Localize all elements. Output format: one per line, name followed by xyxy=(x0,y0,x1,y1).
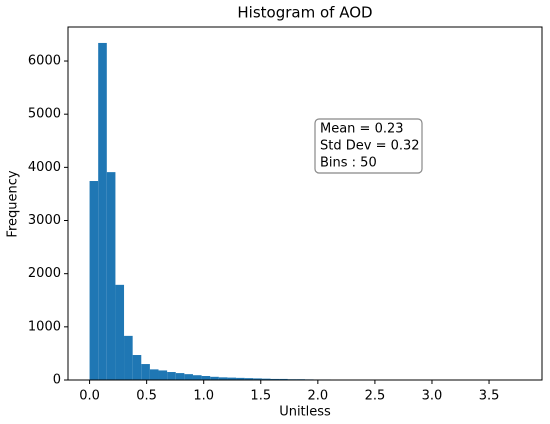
bar xyxy=(201,376,211,380)
y-tick-label: 5000 xyxy=(28,107,61,122)
x-axis-label: Unitless xyxy=(279,405,331,420)
bar xyxy=(244,378,254,380)
y-axis-label: Frequency xyxy=(6,170,21,237)
y-tick-label: 1000 xyxy=(28,319,61,334)
y-tick-label: 6000 xyxy=(28,54,61,69)
x-tick-label: 3.5 xyxy=(479,389,500,404)
bar xyxy=(253,378,262,380)
x-tick-label: 1.0 xyxy=(193,389,214,404)
x-tick-label: 0.5 xyxy=(136,389,157,404)
y-tick-label: 3000 xyxy=(28,213,61,228)
bar xyxy=(279,378,288,380)
annotation: Mean = 0.23 xyxy=(320,122,404,137)
x-tick-label: 0.0 xyxy=(79,389,100,404)
bar xyxy=(89,181,99,380)
x-tick-label: 2.5 xyxy=(365,389,386,404)
bar xyxy=(192,375,202,380)
bar xyxy=(98,42,107,381)
bar xyxy=(218,377,228,380)
bar xyxy=(210,376,219,380)
bar xyxy=(184,374,193,380)
bar xyxy=(175,373,185,380)
bar xyxy=(167,372,176,380)
x-tick-label: 3.0 xyxy=(422,389,443,404)
bar xyxy=(270,378,280,380)
chart-title: Histogram of AOD xyxy=(237,4,372,22)
annotation: Std Dev = 0.32 xyxy=(320,139,420,154)
annotation-box xyxy=(314,118,423,174)
bar xyxy=(158,370,168,380)
y-tick-label: 4000 xyxy=(28,160,61,175)
bar xyxy=(236,377,245,380)
bar xyxy=(261,378,271,380)
x-tick-label: 1.5 xyxy=(250,389,271,404)
bar xyxy=(115,284,125,380)
y-tick-label: 0 xyxy=(53,373,61,388)
plot-frame xyxy=(67,26,543,381)
bar xyxy=(124,335,133,380)
bar xyxy=(141,364,150,380)
bar xyxy=(106,172,116,380)
x-tick-label: 2.0 xyxy=(307,389,328,404)
y-tick-label: 2000 xyxy=(28,266,61,281)
bar xyxy=(149,369,159,380)
bar xyxy=(227,377,237,380)
annotation: Bins : 50 xyxy=(320,156,377,171)
bar xyxy=(132,355,142,380)
